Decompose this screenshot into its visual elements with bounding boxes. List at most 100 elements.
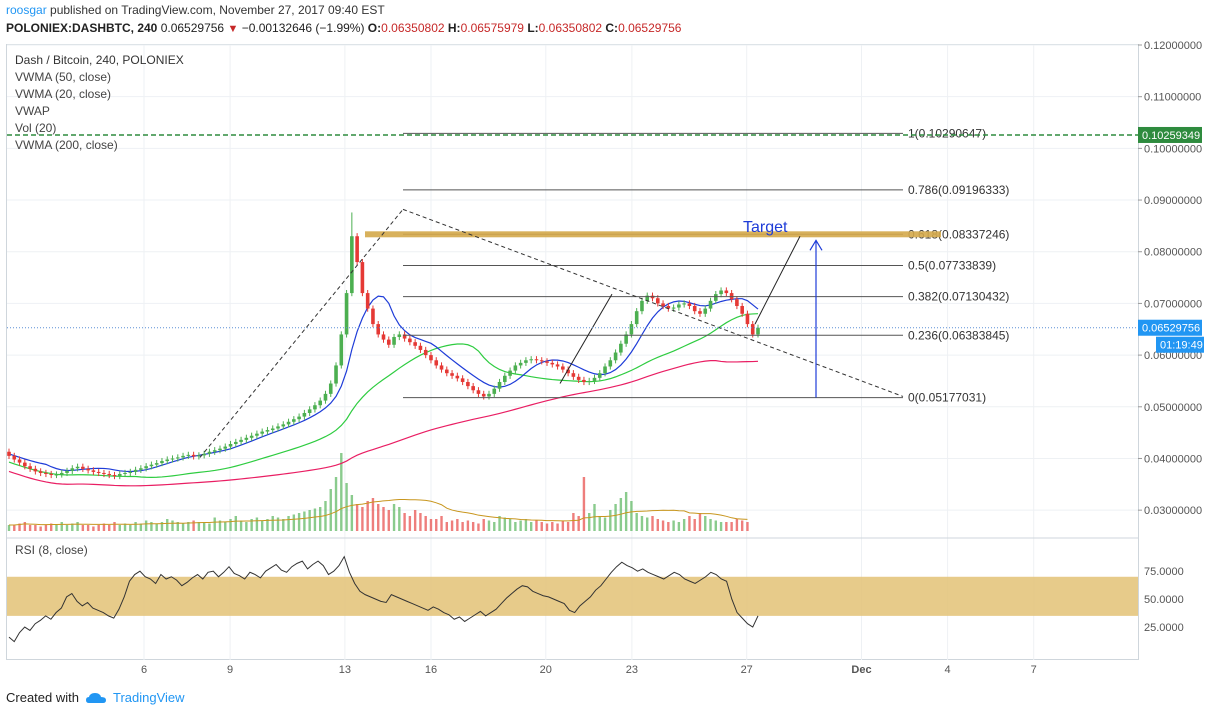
volume-bar [693, 519, 696, 531]
publish-line: roosgar published on TradingView.com, No… [6, 3, 385, 17]
candle-body [624, 334, 628, 344]
candle-body [54, 474, 59, 476]
candle-body [582, 379, 586, 382]
candle-body [587, 380, 592, 382]
volume-bar [603, 517, 607, 531]
volume-bar [419, 513, 422, 531]
fib-label: 0.786(0.09196333) [908, 183, 1009, 197]
volume-bar [477, 523, 480, 531]
volume-bar [593, 504, 596, 531]
volume-bar [208, 523, 211, 531]
volume-bar [424, 516, 427, 531]
volume-bar [371, 498, 375, 531]
candle-body [429, 355, 433, 361]
candle-body [260, 431, 264, 434]
fib-label: 0.618(0.08337246) [908, 227, 1009, 241]
price-tick-label: 0.06000000 [1144, 350, 1202, 362]
date-tick-label: 7 [1031, 664, 1037, 676]
volume-bar [661, 520, 665, 531]
vwma20-blue-line [8, 295, 759, 473]
candle-body [460, 378, 465, 382]
candle-body [38, 471, 43, 473]
candle-body [81, 466, 85, 469]
candle-body [376, 324, 381, 335]
candle-body [160, 461, 164, 464]
volume-bar [635, 513, 638, 531]
volume-bar [181, 523, 185, 531]
candle-body [255, 433, 259, 436]
volume-bar [260, 520, 264, 531]
volume-bar [714, 520, 718, 531]
change-arrow-icon: ▼ [227, 23, 239, 35]
volume-bar [102, 523, 106, 531]
tradingview-link[interactable]: TradingView [112, 690, 185, 705]
volume-bar [529, 522, 533, 531]
volume-bar [234, 516, 238, 531]
rsi-pane-label: RSI (8, close) [15, 543, 88, 557]
candle-body [571, 373, 576, 377]
volume-bar [81, 525, 85, 531]
candle-body [270, 428, 275, 431]
low-label: L: [527, 21, 539, 35]
legend-item: Vol (20) [15, 121, 56, 135]
candle-body [360, 262, 365, 294]
candle-body [165, 459, 170, 462]
volume-bar [429, 519, 433, 531]
candle-body [735, 299, 739, 307]
candle-body [181, 455, 185, 458]
volume-bar [545, 523, 549, 531]
volume-bar [113, 522, 116, 531]
volume-bar [466, 520, 470, 531]
publisher-link[interactable]: roosgar [6, 3, 47, 17]
volume-bar [566, 522, 570, 531]
candle-body [313, 405, 317, 410]
fib-label: 0(0.05177031) [908, 391, 986, 405]
candle-body [392, 337, 396, 345]
volume-bar [440, 516, 443, 531]
volume-bar [202, 522, 206, 531]
volume-bar [646, 517, 649, 531]
legend-item: VWMA (200, close) [15, 138, 118, 152]
volume-bar [218, 520, 222, 531]
rsi-tick-label: 25.0000 [1144, 622, 1184, 634]
fib-label: 0.382(0.07130432) [908, 290, 1009, 304]
candle-body [128, 471, 133, 473]
candle-body [175, 457, 180, 459]
candle-body [23, 462, 27, 467]
candle-body [371, 308, 375, 325]
candle-body [328, 383, 333, 394]
candle-body [96, 471, 101, 473]
volume-bar [487, 520, 491, 531]
candle-body [281, 424, 286, 427]
candle-body [117, 473, 122, 477]
volume-bar [740, 520, 744, 531]
candle-body [249, 435, 254, 438]
volume-bar [276, 517, 280, 531]
volume-bar [508, 519, 512, 531]
fib-label: 1(0.10290647) [908, 126, 986, 140]
open-value: 0.06350802 [381, 21, 445, 35]
price-tick-label: 0.05000000 [1144, 402, 1202, 414]
tradingview-cloud-icon [85, 692, 106, 703]
price-change: −0.00132646 (−1.99%) [241, 21, 365, 35]
volume-bar [614, 504, 617, 531]
pattern-line-2 [754, 236, 801, 325]
candle-body [708, 300, 713, 309]
volume-bar [355, 504, 359, 531]
volume-bar [524, 519, 528, 531]
candle-body [65, 470, 69, 473]
volume-bar [482, 519, 485, 531]
fib-label: 0.5(0.07733839) [908, 258, 996, 272]
vwma50-green-line [8, 313, 759, 478]
volume-bar [624, 492, 628, 531]
volume-bar [709, 519, 712, 531]
vwma200-line [8, 360, 759, 487]
legend-title: Dash / Bitcoin, 240, POLONIEX [15, 53, 184, 67]
candle-body [724, 290, 729, 294]
volume-bar [366, 501, 369, 531]
candle-body [545, 361, 549, 363]
candle-body [692, 306, 697, 312]
candle-body [561, 366, 565, 370]
candle-body [381, 334, 386, 340]
